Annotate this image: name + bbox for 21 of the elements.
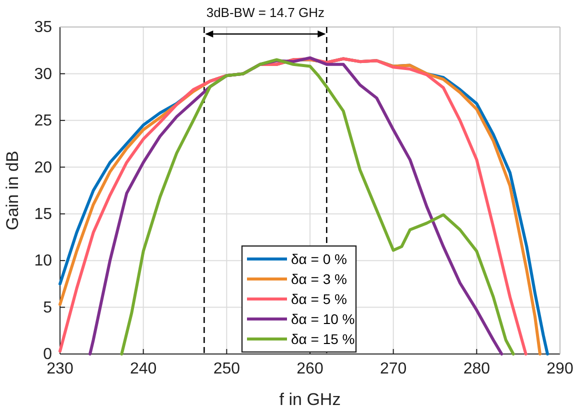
y-tick-label: 25	[34, 112, 52, 130]
y-axis-title: Gain in dB	[3, 150, 22, 230]
x-tick-label: 290	[546, 360, 574, 378]
y-tick-label: 30	[34, 66, 52, 83]
y-tick-label: 10	[34, 252, 52, 270]
x-axis-title: f in GHz	[279, 390, 341, 409]
legend-label: δα = 10 %	[291, 311, 355, 327]
y-tick-label: 35	[34, 19, 52, 36]
x-tick-label: 280	[463, 360, 490, 378]
text: 3dB-BW = 14.7 GHz	[206, 5, 324, 20]
legend-label: δα = 15 %	[291, 331, 355, 347]
x-tick-label: 250	[213, 360, 240, 378]
legend-label: δα = 3 %	[291, 271, 347, 287]
x-tick-label: 270	[380, 360, 407, 378]
x-tick-label: 240	[130, 360, 157, 378]
y-tick-label: 20	[34, 159, 52, 176]
legend-label: δα = 5 %	[291, 291, 347, 307]
y-tick-label: 15	[34, 206, 52, 223]
x-tick-label: 260	[296, 360, 324, 378]
y-tick-label: 5	[43, 299, 52, 316]
legend-label: δα = 0 %	[291, 251, 347, 267]
